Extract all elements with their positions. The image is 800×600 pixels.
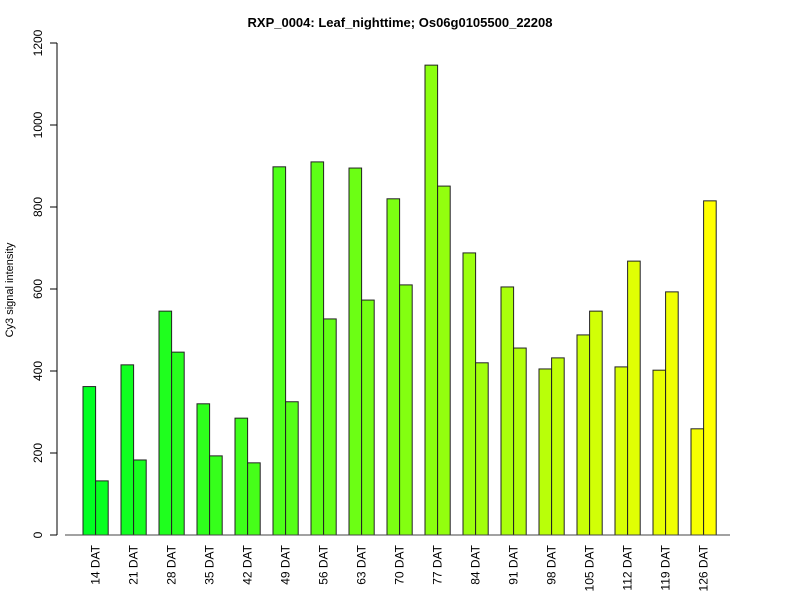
x-tick-label: 35 DAT [203,544,217,584]
y-tick-label: 200 [31,443,45,463]
y-axis-label: Cy3 signal intensity [4,242,16,337]
bar-77-dat-rep1 [424,64,439,536]
bar-70-dat-rep2 [399,284,413,536]
x-tick-label: 21 DAT [127,544,141,584]
bar-42-dat-rep2 [247,462,261,536]
x-tick-label: 112 DAT [621,544,635,590]
bar-126-dat-rep1 [690,428,705,536]
bar-105-dat-rep2 [589,310,603,536]
bar-56-dat-rep2 [323,318,337,536]
x-tick-label: 126 DAT [697,544,711,591]
x-tick-label: 105 DAT [583,544,597,591]
x-tick-label: 119 DAT [659,544,673,590]
bar-91-dat-rep2 [513,347,527,536]
x-tick-label: 28 DAT [165,544,179,584]
x-tick-label: 49 DAT [279,544,293,584]
bar-49-dat-rep2 [285,401,299,536]
bar-98-dat-rep2 [551,357,565,536]
bar-28-dat-rep1 [158,310,173,536]
x-tick-label: 14 DAT [89,544,103,584]
bar-112-dat-rep1 [614,366,629,536]
x-tick-label: 91 DAT [507,544,521,584]
bar-21-dat-rep1 [120,364,135,536]
bar-21-dat-rep2 [133,459,147,536]
bar-91-dat-rep1 [500,286,515,536]
bars [82,64,717,536]
y-tick-label: 600 [31,279,45,299]
bar-14-dat-rep2 [95,480,109,536]
bar-42-dat-rep1 [234,417,249,536]
bar-119-dat-rep2 [665,291,679,536]
x-tick-label: 98 DAT [545,544,559,584]
bar-126-dat-rep2 [703,200,717,536]
bar-63-dat-rep1 [348,167,363,536]
x-tick-label: 42 DAT [241,544,255,584]
y-tick-label: 800 [31,197,45,217]
bar-77-dat-rep2 [437,185,451,536]
y-tick-label: 1200 [31,29,45,56]
bar-119-dat-rep1 [652,369,667,536]
chart-title: RXP_0004: Leaf_nighttime; Os06g0105500_2… [248,15,553,30]
x-tick-label: 84 DAT [469,544,483,584]
bar-49-dat-rep1 [272,166,287,536]
x-tick-label: 70 DAT [393,544,407,584]
bar-35-dat-rep2 [209,455,223,536]
y-tick-label: 1000 [31,111,45,138]
bar-14-dat-rep1 [82,386,97,536]
bar-56-dat-rep1 [310,161,325,536]
bar-112-dat-rep2 [627,260,641,536]
y-tick-label: 400 [31,361,45,381]
x-tick-label: 77 DAT [431,544,445,584]
bar-98-dat-rep1 [538,368,553,536]
x-tick-label: 63 DAT [355,544,369,584]
bar-84-dat-rep1 [462,252,477,536]
bar-105-dat-rep1 [576,334,591,536]
bar-70-dat-rep1 [386,198,401,536]
y-axis: 0 200 400 600 800 1000 1200 [31,29,58,538]
x-tick-label: 56 DAT [317,544,331,584]
bar-28-dat-rep2 [171,351,185,536]
bar-84-dat-rep2 [475,362,489,536]
bar-63-dat-rep2 [361,299,375,536]
x-axis-labels: 14 DAT 21 DAT 28 DAT 35 DAT 42 DAT 49 DAT 56 D… [89,544,711,591]
bar-35-dat-rep1 [196,403,211,536]
y-tick-label: 0 [31,531,45,538]
